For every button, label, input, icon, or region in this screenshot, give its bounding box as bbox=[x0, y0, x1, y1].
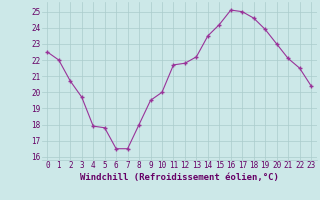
X-axis label: Windchill (Refroidissement éolien,°C): Windchill (Refroidissement éolien,°C) bbox=[80, 173, 279, 182]
